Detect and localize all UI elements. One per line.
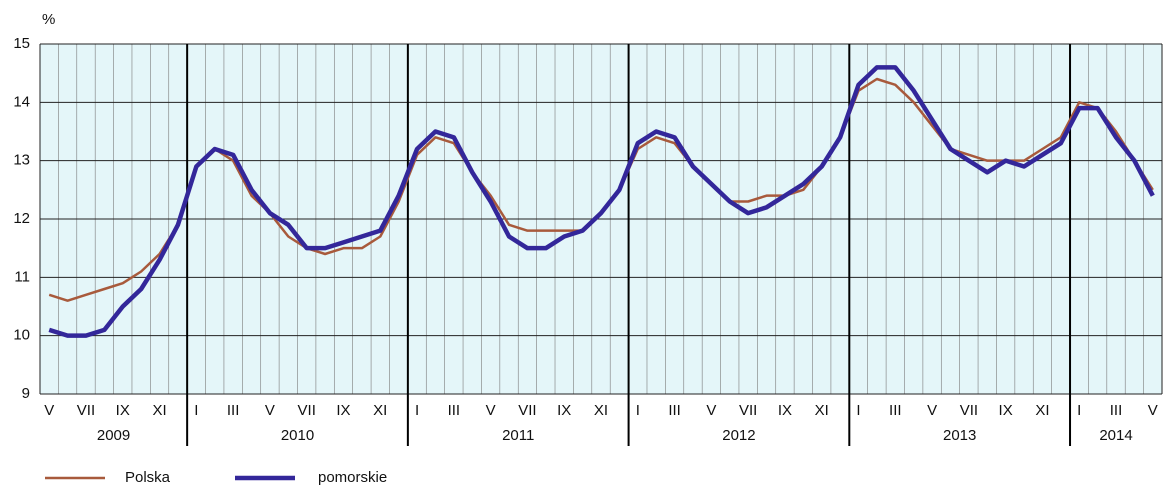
y-tick-label: 10 (13, 327, 30, 344)
year-label: 2010 (281, 427, 314, 444)
x-tick-label: VII (518, 402, 536, 419)
x-tick-label: V (265, 402, 275, 419)
year-label: 2009 (97, 427, 130, 444)
x-tick-label: XI (815, 402, 829, 419)
x-tick-label: I (636, 402, 640, 419)
x-tick-label: VII (960, 402, 978, 419)
year-label: 2014 (1099, 427, 1132, 444)
year-label: 2012 (722, 427, 755, 444)
x-tick-label: III (227, 402, 240, 419)
y-tick-label: 15 (13, 35, 30, 52)
x-tick-label: I (415, 402, 419, 419)
year-label: 2013 (943, 427, 976, 444)
x-tick-label: IX (778, 402, 792, 419)
x-tick-label: I (856, 402, 860, 419)
x-tick-label: IX (336, 402, 350, 419)
x-tick-label: V (486, 402, 496, 419)
x-tick-label: VII (77, 402, 95, 419)
x-tick-label: VII (739, 402, 757, 419)
x-tick-label: XI (152, 402, 166, 419)
x-tick-label: I (1077, 402, 1081, 419)
legend-label: pomorskie (318, 469, 387, 486)
x-tick-label: III (889, 402, 902, 419)
x-tick-label: V (927, 402, 937, 419)
x-tick-label: III (668, 402, 681, 419)
x-tick-label: V (44, 402, 54, 419)
series-line (48, 65, 1155, 338)
y-tick-label: 9 (22, 385, 30, 402)
year-label: 2011 (502, 427, 534, 444)
x-tick-label: V (706, 402, 716, 419)
x-tick-label: IX (557, 402, 571, 419)
x-tick-label: VII (298, 402, 316, 419)
x-tick-label: I (194, 402, 198, 419)
y-tick-label: 13 (13, 152, 30, 169)
y-axis-label: % (42, 11, 55, 28)
x-tick-label: IX (116, 402, 130, 419)
y-tick-label: 11 (14, 268, 30, 285)
x-tick-label: XI (373, 402, 387, 419)
x-tick-label: V (1148, 402, 1158, 419)
x-tick-label: IX (999, 402, 1013, 419)
x-tick-label: XI (594, 402, 608, 419)
x-tick-label: III (448, 402, 461, 419)
x-tick-label: XI (1035, 402, 1049, 419)
y-tick-label: 12 (13, 210, 30, 227)
legend-label: Polska (125, 469, 171, 486)
y-tick-label: 14 (13, 93, 30, 110)
x-tick-label: III (1110, 402, 1123, 419)
